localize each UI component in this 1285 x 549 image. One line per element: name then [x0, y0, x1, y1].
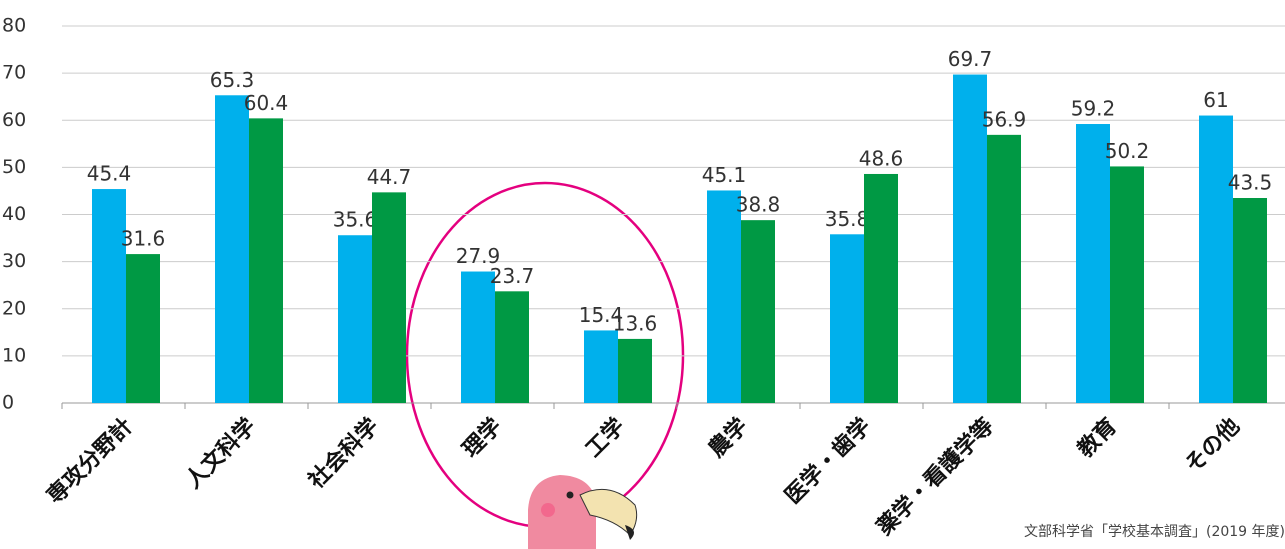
y-tick-label: 0	[2, 392, 14, 414]
x-tick-label: 人文科学	[180, 413, 261, 494]
value-label: 13.6	[613, 311, 658, 335]
y-tick-label: 70	[2, 62, 26, 84]
bar	[126, 254, 160, 403]
value-label: 45.1	[702, 163, 747, 187]
bar	[461, 272, 495, 403]
value-label: 35.6	[333, 208, 378, 232]
value-label: 61	[1203, 88, 1228, 112]
y-tick-label: 30	[2, 250, 26, 272]
bar	[987, 135, 1021, 403]
value-label: 56.9	[982, 107, 1027, 131]
y-tick-label: 40	[2, 203, 26, 225]
bar	[1233, 198, 1267, 403]
y-tick-label: 80	[2, 15, 26, 37]
value-label: 69.7	[948, 47, 993, 71]
bar	[830, 234, 864, 403]
x-tick-label: 専攻分野計	[42, 413, 138, 509]
x-tick-label: 社会科学	[303, 413, 384, 494]
value-label: 45.4	[87, 162, 132, 186]
x-tick-label: その他	[1181, 414, 1245, 478]
mascot	[528, 475, 637, 549]
value-label: 59.2	[1071, 97, 1116, 121]
bar	[618, 339, 652, 403]
bar	[1199, 116, 1233, 403]
value-label: 38.8	[736, 193, 781, 217]
bar	[92, 189, 126, 403]
bar	[249, 118, 283, 403]
value-label: 65.3	[210, 68, 255, 92]
value-label: 31.6	[121, 227, 166, 251]
x-tick-label: 医学・歯学	[780, 413, 876, 509]
y-tick-label: 10	[2, 344, 26, 366]
x-tick-label: 教育	[1072, 413, 1122, 463]
bar	[372, 192, 406, 403]
y-tick-label: 20	[2, 297, 26, 319]
value-label: 50.2	[1105, 139, 1150, 163]
bar	[338, 235, 372, 403]
bar	[707, 190, 741, 403]
source-note: 文部科学省「学校基本調査」(2019 年度)	[1024, 523, 1285, 540]
value-label: 44.7	[367, 165, 412, 189]
y-tick-label: 50	[2, 156, 26, 178]
bar	[584, 330, 618, 403]
value-label: 48.6	[859, 146, 904, 170]
value-label: 60.4	[244, 91, 289, 115]
bar	[495, 291, 529, 403]
bar	[215, 95, 249, 403]
value-label: 43.5	[1228, 171, 1273, 195]
bar	[1076, 124, 1110, 403]
bar	[1110, 166, 1144, 403]
bar	[864, 174, 898, 403]
x-tick-label: 理学	[457, 413, 507, 463]
value-label: 23.7	[490, 264, 535, 288]
chart: 文部科学省「学校基本調査」(2019 年度) 0 10 20 30 40 50 60 70 80…	[0, 0, 1285, 549]
y-tick-label: 60	[2, 109, 26, 131]
value-label: 35.8	[825, 207, 870, 231]
x-tick-label: 薬学・看護学等	[872, 413, 999, 540]
x-tick-label: 農学	[703, 413, 753, 463]
bar	[741, 220, 775, 403]
x-tick-label: 工学	[580, 413, 630, 463]
